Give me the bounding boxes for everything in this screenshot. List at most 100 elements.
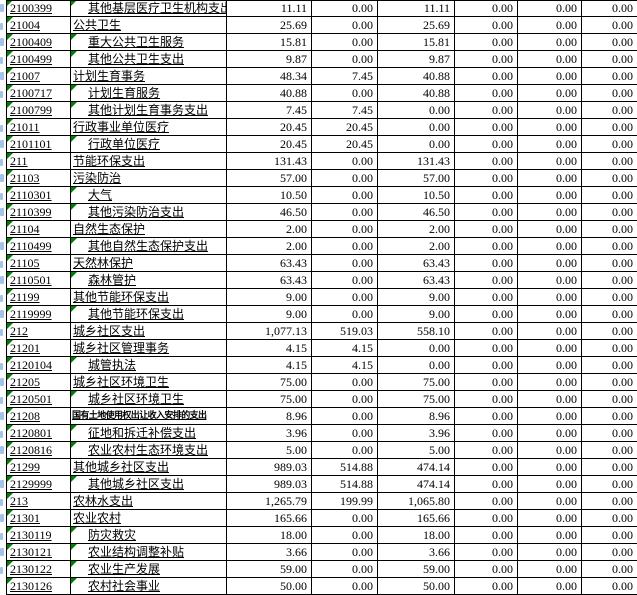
value-cell-col3[interactable]: 9.00 [378, 289, 455, 306]
value-cell-col1[interactable]: 1,265.79 [227, 493, 312, 510]
value-cell-col4[interactable]: 0.00 [455, 68, 518, 85]
name-cell[interactable]: 计划生育服务 [71, 85, 227, 102]
value-cell-col2[interactable]: 7.45 [312, 68, 378, 85]
code-cell[interactable]: 2100799 [7, 102, 71, 119]
value-cell-col6[interactable]: 0.00 [582, 272, 637, 289]
value-cell-col5[interactable]: 0.00 [518, 119, 582, 136]
value-cell-col2[interactable]: 0.00 [312, 170, 378, 187]
value-cell-col1[interactable]: 59.00 [227, 561, 312, 578]
code-cell[interactable]: 2120501 [7, 391, 71, 408]
value-cell-col1[interactable]: 10.50 [227, 187, 312, 204]
value-cell-col3[interactable]: 8.96 [378, 408, 455, 425]
value-cell-col4[interactable]: 0.00 [455, 459, 518, 476]
value-cell-col3[interactable]: 40.88 [378, 68, 455, 85]
value-cell-col5[interactable]: 0.00 [518, 221, 582, 238]
value-cell-col4[interactable]: 0.00 [455, 221, 518, 238]
name-cell[interactable]: 其他节能环保支出 [71, 306, 227, 323]
code-cell[interactable]: 21007 [7, 68, 71, 85]
value-cell-col6[interactable]: 0.00 [582, 510, 637, 527]
value-cell-col1[interactable]: 8.96 [227, 408, 312, 425]
code-cell[interactable]: 21299 [7, 459, 71, 476]
name-cell[interactable]: 其他自然生态保护支出 [71, 238, 227, 255]
name-cell[interactable]: 城乡社区环境卫生 [71, 374, 227, 391]
value-cell-col3[interactable]: 2.00 [378, 238, 455, 255]
value-cell-col1[interactable]: 63.43 [227, 272, 312, 289]
value-cell-col1[interactable]: 989.03 [227, 476, 312, 493]
value-cell-col1[interactable]: 4.15 [227, 340, 312, 357]
name-cell[interactable]: 自然生态保护 [71, 221, 227, 238]
value-cell-col3[interactable]: 0.00 [378, 119, 455, 136]
value-cell-col1[interactable]: 989.03 [227, 459, 312, 476]
value-cell-col1[interactable]: 4.15 [227, 357, 312, 374]
value-cell-col3[interactable]: 0.00 [378, 340, 455, 357]
value-cell-col1[interactable]: 48.34 [227, 68, 312, 85]
name-cell[interactable]: 行政单位医疗 [71, 136, 227, 153]
value-cell-col2[interactable]: 20.45 [312, 119, 378, 136]
code-cell[interactable]: 21201 [7, 340, 71, 357]
value-cell-col4[interactable]: 0.00 [455, 255, 518, 272]
code-cell[interactable]: 2100499 [7, 51, 71, 68]
value-cell-col1[interactable]: 75.00 [227, 391, 312, 408]
value-cell-col2[interactable]: 7.45 [312, 102, 378, 119]
value-cell-col1[interactable]: 5.00 [227, 442, 312, 459]
value-cell-col1[interactable]: 165.66 [227, 510, 312, 527]
value-cell-col2[interactable]: 0.00 [312, 34, 378, 51]
value-cell-col6[interactable]: 0.00 [582, 459, 637, 476]
code-cell[interactable]: 2120801 [7, 425, 71, 442]
value-cell-col6[interactable]: 0.00 [582, 51, 637, 68]
value-cell-col3[interactable]: 10.50 [378, 187, 455, 204]
value-cell-col3[interactable]: 474.14 [378, 459, 455, 476]
code-cell[interactable]: 2119999 [7, 306, 71, 323]
value-cell-col6[interactable]: 0.00 [582, 119, 637, 136]
code-cell[interactable]: 2110399 [7, 204, 71, 221]
value-cell-col4[interactable]: 0.00 [455, 204, 518, 221]
value-cell-col3[interactable]: 75.00 [378, 374, 455, 391]
value-cell-col2[interactable]: 0.00 [312, 391, 378, 408]
name-cell[interactable]: 其他城乡社区支出 [71, 476, 227, 493]
value-cell-col5[interactable]: 0.00 [518, 85, 582, 102]
code-cell[interactable]: 21199 [7, 289, 71, 306]
code-cell[interactable]: 2130126 [7, 578, 71, 595]
value-cell-col1[interactable]: 3.96 [227, 425, 312, 442]
value-cell-col1[interactable]: 11.11 [227, 0, 312, 17]
value-cell-col2[interactable]: 4.15 [312, 357, 378, 374]
value-cell-col1[interactable]: 3.66 [227, 544, 312, 561]
value-cell-col4[interactable]: 0.00 [455, 578, 518, 595]
name-cell[interactable]: 天然林保护 [71, 255, 227, 272]
value-cell-col4[interactable]: 0.00 [455, 425, 518, 442]
value-cell-col6[interactable]: 0.00 [582, 238, 637, 255]
value-cell-col5[interactable]: 0.00 [518, 51, 582, 68]
value-cell-col5[interactable]: 0.00 [518, 255, 582, 272]
value-cell-col5[interactable]: 0.00 [518, 102, 582, 119]
value-cell-col4[interactable]: 0.00 [455, 34, 518, 51]
value-cell-col4[interactable]: 0.00 [455, 561, 518, 578]
code-cell[interactable]: 2120104 [7, 357, 71, 374]
code-cell[interactable]: 21205 [7, 374, 71, 391]
value-cell-col1[interactable]: 1,077.13 [227, 323, 312, 340]
value-cell-col4[interactable]: 0.00 [455, 442, 518, 459]
value-cell-col2[interactable]: 514.88 [312, 459, 378, 476]
value-cell-col5[interactable]: 0.00 [518, 306, 582, 323]
name-cell[interactable]: 城乡社区环境卫生 [71, 391, 227, 408]
value-cell-col6[interactable]: 0.00 [582, 255, 637, 272]
name-cell[interactable]: 农村社会事业 [71, 578, 227, 595]
value-cell-col1[interactable]: 2.00 [227, 238, 312, 255]
value-cell-col5[interactable]: 0.00 [518, 578, 582, 595]
value-cell-col4[interactable]: 0.00 [455, 17, 518, 34]
value-cell-col5[interactable]: 0.00 [518, 289, 582, 306]
value-cell-col5[interactable]: 0.00 [518, 493, 582, 510]
name-cell[interactable]: 农业农村 [71, 510, 227, 527]
value-cell-col5[interactable]: 0.00 [518, 476, 582, 493]
value-cell-col2[interactable]: 514.88 [312, 476, 378, 493]
value-cell-col3[interactable]: 9.87 [378, 51, 455, 68]
value-cell-col6[interactable]: 0.00 [582, 136, 637, 153]
value-cell-col1[interactable]: 20.45 [227, 119, 312, 136]
value-cell-col5[interactable]: 0.00 [518, 561, 582, 578]
code-cell[interactable]: 21105 [7, 255, 71, 272]
value-cell-col1[interactable]: 131.43 [227, 153, 312, 170]
value-cell-col2[interactable]: 0.00 [312, 561, 378, 578]
value-cell-col6[interactable]: 0.00 [582, 221, 637, 238]
code-cell[interactable]: 2100399 [7, 0, 71, 17]
value-cell-col6[interactable]: 0.00 [582, 68, 637, 85]
value-cell-col6[interactable]: 0.00 [582, 204, 637, 221]
